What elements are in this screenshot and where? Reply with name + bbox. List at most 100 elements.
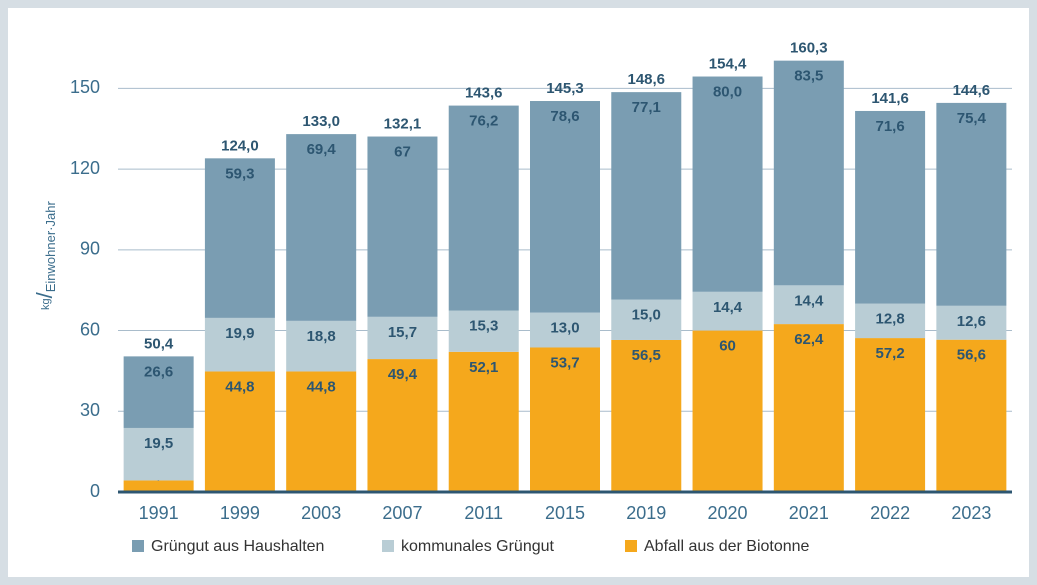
y-tick-label: 30 — [80, 400, 100, 420]
value-label: 59,3 — [225, 165, 254, 182]
legend-swatch — [625, 540, 637, 552]
bar-segment — [123, 356, 194, 428]
value-label: 56,5 — [632, 347, 661, 364]
bar-segment — [530, 347, 600, 492]
bar-segment — [123, 480, 194, 492]
bar-segment — [773, 60, 844, 286]
bar-segment — [448, 105, 519, 311]
value-label: 14,4 — [794, 292, 824, 309]
x-tick-label: 2015 — [545, 503, 585, 523]
value-label: 76,2 — [469, 113, 498, 130]
value-label: 15,3 — [469, 318, 498, 335]
bar-segment — [367, 316, 438, 360]
bar-segment — [855, 110, 926, 304]
bar-segment — [936, 102, 1007, 306]
bar-segment — [936, 339, 1007, 492]
value-label: 19,9 — [225, 325, 254, 342]
value-label: 60 — [719, 338, 736, 355]
value-label: 67 — [394, 143, 411, 160]
total-label: 145,3 — [546, 80, 584, 97]
bar-segment — [611, 299, 682, 340]
value-label: 83,5 — [794, 68, 823, 85]
value-label: 56,6 — [957, 347, 986, 364]
total-label: 50,4 — [144, 335, 174, 352]
bar-segment — [204, 371, 275, 492]
x-tick-label: 2007 — [382, 503, 422, 523]
value-label: 62,4 — [794, 331, 824, 348]
bar-segment — [936, 305, 1007, 340]
x-tick-label: 1991 — [139, 503, 179, 523]
x-tick-label: 1999 — [220, 503, 260, 523]
value-label: 78,6 — [550, 108, 579, 125]
x-tick-label: 2011 — [464, 503, 503, 523]
bar-segment — [367, 136, 438, 317]
bar-segment — [530, 101, 600, 313]
bar-segment — [204, 317, 275, 372]
value-label: 18,8 — [307, 328, 336, 345]
value-label: 19,5 — [144, 435, 173, 452]
y-tick-label: 0 — [90, 481, 100, 501]
bar-segment — [855, 303, 926, 339]
bar-segment — [611, 92, 682, 300]
x-tick-label: 2023 — [951, 503, 991, 523]
value-label: 12,6 — [957, 313, 986, 330]
total-label: 124,0 — [221, 137, 259, 154]
y-tick-label: 120 — [70, 158, 100, 178]
y-tick-label: 150 — [70, 77, 100, 97]
bar-segment — [773, 285, 844, 325]
legend-label: Grüngut aus Haushalten — [151, 538, 324, 555]
value-label: 49,4 — [388, 366, 418, 383]
bar-segment — [530, 312, 600, 348]
value-label: 57,2 — [875, 345, 904, 362]
value-label: 75,4 — [957, 110, 987, 127]
y-axis-label-part: Einwohner·Jahr — [43, 201, 58, 293]
x-tick-label: 2021 — [789, 503, 829, 523]
total-label: 154,4 — [709, 55, 747, 72]
bar-segment — [448, 310, 519, 352]
y-axis-label: kg/Einwohner·Jahr — [32, 201, 59, 310]
value-label: 44,8 — [307, 378, 336, 395]
x-tick-label: 2003 — [301, 503, 341, 523]
value-label: 80,0 — [713, 83, 742, 100]
bar-segment — [692, 330, 763, 492]
value-label: 15,7 — [388, 324, 417, 341]
value-label: 12,8 — [875, 311, 904, 328]
total-label: 143,6 — [465, 85, 503, 102]
total-label: 148,6 — [627, 71, 665, 88]
y-tick-label: 60 — [80, 319, 100, 339]
x-tick-label: 2020 — [708, 503, 748, 523]
value-label: 15,0 — [632, 307, 661, 324]
value-label: 26,6 — [144, 363, 173, 380]
total-label: 144,6 — [953, 82, 991, 99]
x-tick-label: 2022 — [870, 503, 910, 523]
legend-swatch — [132, 540, 144, 552]
bar-segment — [286, 320, 357, 372]
bar-segment — [286, 134, 357, 321]
value-label: 44,8 — [225, 378, 254, 395]
total-label: 133,0 — [302, 113, 340, 130]
y-axis-label-part: / — [32, 291, 57, 298]
total-label: 132,1 — [384, 115, 422, 132]
bar-segment — [123, 427, 194, 481]
bar-segment — [286, 371, 357, 492]
value-label: 13,0 — [550, 319, 579, 336]
value-label: 71,6 — [875, 118, 904, 135]
x-tick-label: 2019 — [626, 503, 666, 523]
legend-label: Abfall aus der Biotonne — [644, 538, 810, 555]
value-label: 52,1 — [469, 359, 498, 376]
value-label: 14,4 — [713, 299, 743, 316]
total-label: 160,3 — [790, 40, 828, 57]
y-axis-label-part: kg — [40, 298, 52, 310]
value-label: 77,1 — [632, 99, 661, 116]
bar-segment — [448, 351, 519, 492]
bar-segment — [367, 359, 438, 492]
bar-segment — [692, 76, 763, 292]
bar-segment — [204, 158, 275, 318]
total-label: 141,6 — [871, 90, 909, 107]
bar-segment — [855, 338, 926, 492]
y-tick-label: 90 — [80, 239, 100, 259]
value-label: 69,4 — [307, 141, 337, 158]
bar-segment — [611, 339, 682, 492]
legend-label: kommunales Grüngut — [401, 538, 555, 555]
